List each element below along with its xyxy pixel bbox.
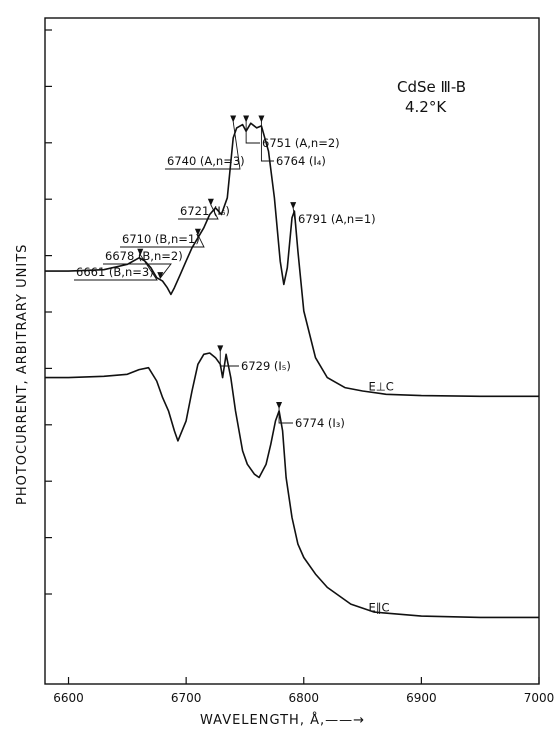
annotation-leader-line (120, 234, 205, 248)
annotation-arrowhead (217, 345, 224, 353)
peak-annotation-label: 6774 (I₃) (295, 416, 345, 430)
series-line-1 (45, 122, 539, 398)
annotation-leader-line (178, 204, 219, 220)
peak-annotation-label: 6721 (I₆) (180, 204, 230, 218)
annotation-arrowhead (258, 115, 265, 123)
y-axis-title: PHOTOCURRENT, ARBITRARY UNITS (15, 244, 30, 505)
peak-annotation-label: 6740 (A,n=3) (167, 154, 245, 168)
x-ticks: 6600 6700 6800 6900 7000 (53, 677, 554, 705)
x-tick-label: 6900 (406, 691, 437, 705)
y-ticks (45, 29, 52, 595)
series-line-2 (45, 352, 539, 619)
series-label: E⊥C (368, 379, 393, 393)
x-tick-label: 7000 (524, 691, 555, 705)
sample-label: CdSe Ⅲ-B (397, 78, 466, 96)
annotation-arrowhead (207, 198, 214, 206)
series-label: E∥C (368, 600, 389, 614)
annotation-leader-line (278, 407, 293, 424)
annotation-leader-line (103, 263, 172, 279)
peak-annotation-label: 6678 (B,n=2) (105, 249, 183, 263)
annotation-arrowhead (276, 401, 283, 409)
annotation-arrowhead (243, 115, 250, 123)
annotation-arrowhead (230, 115, 237, 123)
annotation-arrowhead (194, 228, 201, 236)
peak-annotation-label: 6729 (I₅) (241, 359, 291, 373)
plot-frame (44, 17, 540, 685)
x-axis-title: WAVELENGTH, Å,——→ (200, 712, 365, 728)
annotation-leader-line (292, 208, 297, 228)
temperature-label: 4.2°K (405, 98, 447, 116)
annotation-leader-line (260, 121, 274, 162)
peak-annotation-label: 6751 (A,n=2) (262, 136, 340, 150)
x-tick-label: 6800 (288, 691, 319, 705)
annotation-arrowhead (137, 248, 144, 256)
annotation-leader-line (74, 254, 158, 281)
annotations: 6661 (B,n=3) 6678 (B,n=2) 6710 (B,n=1) 6721… (74, 115, 376, 430)
annotation-arrowhead (157, 272, 164, 280)
peak-annotation-label: 6764 (I₄) (276, 154, 326, 168)
annotation-leader-line (219, 351, 239, 367)
peak-annotation-label: 6710 (B,n=1) (122, 232, 200, 246)
peak-annotation-label: 6791 (A,n=1) (298, 212, 376, 226)
x-tick-label: 6600 (53, 691, 84, 705)
annotation-leader-line (245, 121, 260, 144)
curves: E⊥C E∥C (45, 122, 539, 619)
annotation-arrowhead (290, 202, 297, 210)
annotation-leader-line (165, 121, 241, 170)
peak-annotation-label: 6661 (B,n=3) (76, 265, 154, 279)
x-tick-label: 6700 (171, 691, 202, 705)
